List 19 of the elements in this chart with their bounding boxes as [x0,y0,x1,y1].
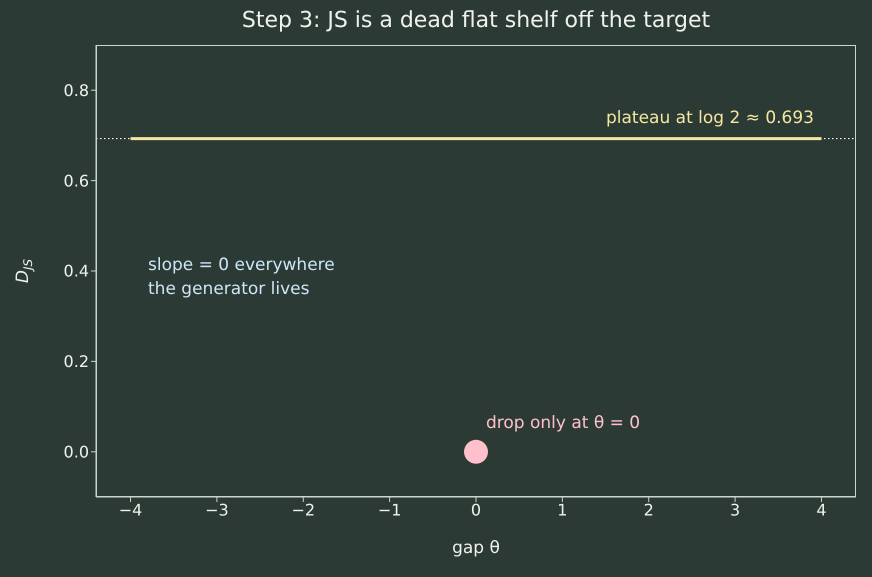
y-tick-label: 0.0 [64,442,89,462]
x-axis-title: gap θ [451,538,501,558]
x-tick-label: 4 [816,500,827,520]
x-tick-label: 2 [644,500,654,520]
y-tick-label: 0.8 [64,80,89,100]
x-tick-label: −1 [378,500,402,520]
y-tick-label: 0.6 [64,171,89,190]
x-tick-label: 0 [470,500,482,520]
x-tick-label: −3 [205,500,229,520]
x-tick-label: 1 [557,500,568,520]
chart-title: Step 3: JS is a dead flat shelf off the target [240,8,712,33]
y-tick-label: 0.2 [64,352,89,372]
annotation: plateau at log 2 ≈ 0.693 [606,107,814,130]
x-tick-label: 3 [730,500,740,520]
annotation: slope = 0 everywhere the generator lives [148,254,335,301]
annotation: drop only at θ = 0 [486,412,640,435]
y-tick-label: 0.4 [64,262,89,281]
x-tick-label: −2 [291,500,316,520]
x-tick-label: −4 [118,500,142,520]
